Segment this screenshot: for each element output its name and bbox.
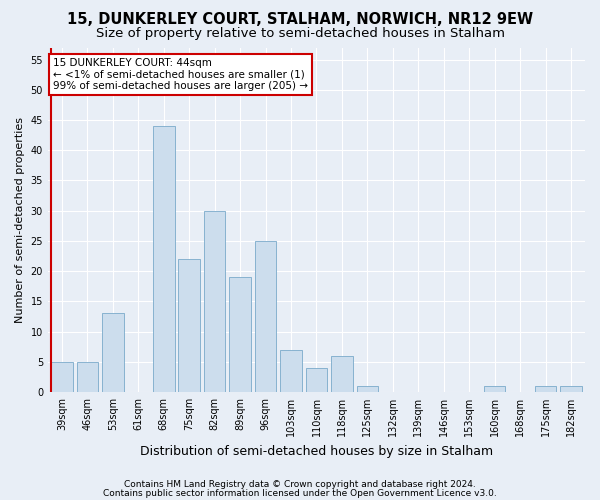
X-axis label: Distribution of semi-detached houses by size in Stalham: Distribution of semi-detached houses by … bbox=[140, 444, 493, 458]
Bar bbox=[484, 386, 505, 392]
Bar bbox=[204, 210, 226, 392]
Bar bbox=[153, 126, 175, 392]
Text: Contains public sector information licensed under the Open Government Licence v3: Contains public sector information licen… bbox=[103, 489, 497, 498]
Bar bbox=[229, 277, 251, 392]
Bar bbox=[51, 362, 73, 392]
Bar bbox=[305, 368, 327, 392]
Text: Contains HM Land Registry data © Crown copyright and database right 2024.: Contains HM Land Registry data © Crown c… bbox=[124, 480, 476, 489]
Bar bbox=[560, 386, 582, 392]
Text: Size of property relative to semi-detached houses in Stalham: Size of property relative to semi-detach… bbox=[95, 28, 505, 40]
Bar bbox=[102, 314, 124, 392]
Bar bbox=[356, 386, 378, 392]
Bar bbox=[535, 386, 556, 392]
Bar bbox=[280, 350, 302, 392]
Y-axis label: Number of semi-detached properties: Number of semi-detached properties bbox=[15, 116, 25, 322]
Bar bbox=[77, 362, 98, 392]
Text: 15 DUNKERLEY COURT: 44sqm
← <1% of semi-detached houses are smaller (1)
99% of s: 15 DUNKERLEY COURT: 44sqm ← <1% of semi-… bbox=[53, 58, 308, 91]
Bar bbox=[255, 241, 277, 392]
Bar bbox=[331, 356, 353, 392]
Text: 15, DUNKERLEY COURT, STALHAM, NORWICH, NR12 9EW: 15, DUNKERLEY COURT, STALHAM, NORWICH, N… bbox=[67, 12, 533, 28]
Bar bbox=[178, 259, 200, 392]
